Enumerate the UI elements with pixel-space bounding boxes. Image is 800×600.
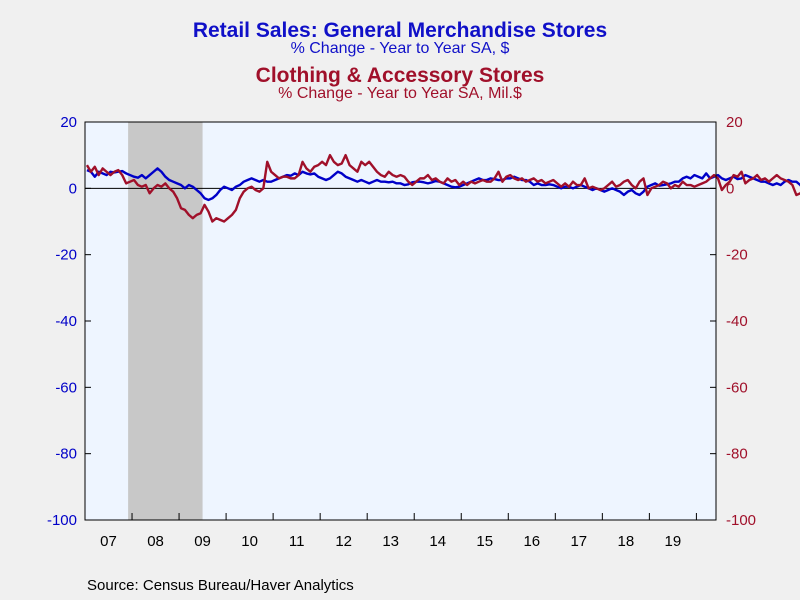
chart-title-general-merchandise: Retail Sales: General Merchandise Stores xyxy=(192,19,608,42)
x-axis-tick-label: 08 xyxy=(147,533,164,550)
left-axis-tick-label: -40 xyxy=(55,313,77,330)
left-axis-tick-label: -80 xyxy=(55,446,77,463)
x-axis-tick-label: 18 xyxy=(618,533,635,550)
right-axis-tick-label: -60 xyxy=(726,379,748,396)
left-axis-tick-label: 20 xyxy=(60,114,77,131)
left-axis-tick-label: -60 xyxy=(55,379,77,396)
left-axis-tick-label: -20 xyxy=(55,247,77,264)
x-axis-tick-label: 19 xyxy=(665,533,682,550)
x-axis-tick-label: 11 xyxy=(289,533,305,550)
left-axis-tick-label: -100 xyxy=(47,512,77,529)
x-axis-tick-label: 17 xyxy=(570,533,587,550)
x-axis-tick-label: 16 xyxy=(523,533,540,550)
chart-subtitle-general-merchandise: % Change - Year to Year SA, $ xyxy=(290,40,510,57)
right-axis-tick-label: -20 xyxy=(726,247,748,264)
x-axis-tick-label: 09 xyxy=(194,533,211,550)
x-axis-tick-label: 10 xyxy=(241,533,258,550)
right-axis-tick-label: -40 xyxy=(726,313,748,330)
x-axis-tick-label: 13 xyxy=(382,533,399,550)
recession-shading xyxy=(128,122,203,520)
chart-title-clothing-accessory: Clothing & Accessory Stores xyxy=(255,64,545,87)
x-axis-tick-label: 14 xyxy=(429,533,446,550)
source-note: Source: Census Bureau/Haver Analytics xyxy=(87,577,354,594)
x-axis-tick-label: 07 xyxy=(100,533,117,550)
right-axis-tick-label: -80 xyxy=(726,446,748,463)
series-line-general-merchandise xyxy=(86,167,800,202)
chart-subtitle-clothing-accessory: % Change - Year to Year SA, Mil.$ xyxy=(278,85,522,102)
right-axis-tick-label: 20 xyxy=(726,114,743,131)
left-axis-tick-label: 0 xyxy=(69,180,77,197)
right-axis-tick-label: -100 xyxy=(726,512,756,529)
series-line-clothing-accessory xyxy=(85,153,800,223)
right-axis-tick-label: 0 xyxy=(726,180,734,197)
x-axis-tick-label: 12 xyxy=(335,533,352,550)
x-axis-tick-label: 15 xyxy=(476,533,493,550)
